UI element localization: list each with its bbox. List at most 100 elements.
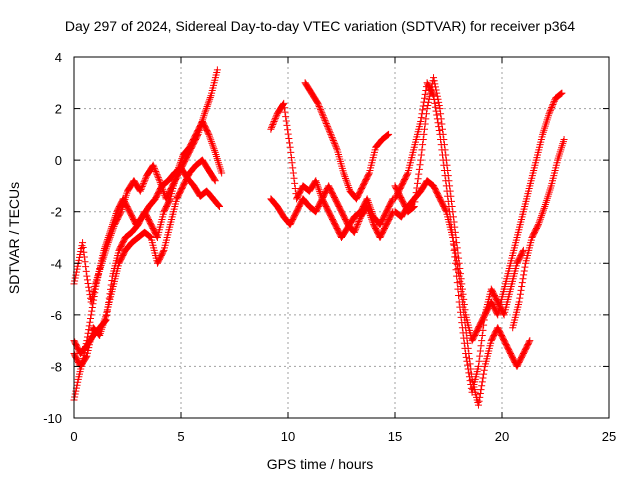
x-tick-label: 15: [388, 429, 402, 444]
data-point: [466, 360, 474, 368]
data-point: [150, 164, 158, 172]
data-point: [415, 165, 423, 173]
data-point: [207, 136, 215, 144]
data-point: [204, 129, 212, 137]
data-point: [446, 182, 454, 190]
data-point: [521, 263, 529, 271]
data-series: [301, 79, 393, 203]
data-point: [432, 86, 440, 94]
data-point: [71, 274, 79, 282]
data-point: [319, 112, 327, 120]
data-point: [424, 98, 432, 106]
data-point: [431, 80, 439, 88]
data-point: [450, 218, 458, 226]
data-point: [421, 120, 429, 128]
data-point: [280, 104, 288, 112]
data-point: [105, 237, 113, 245]
data-point: [365, 170, 373, 178]
data-point: [550, 97, 558, 105]
data-series: [391, 177, 534, 409]
data-point: [322, 120, 330, 128]
x-tick-label: 20: [495, 429, 509, 444]
data-point: [282, 117, 290, 125]
data-point: [467, 370, 475, 378]
data-point: [88, 307, 96, 315]
data-point: [456, 264, 464, 272]
data-point: [84, 280, 92, 288]
data-point: [280, 99, 288, 107]
data-point: [436, 105, 444, 113]
data-point: [447, 192, 455, 200]
data-point: [87, 335, 95, 343]
data-point: [204, 101, 212, 109]
data-point: [515, 298, 523, 306]
data-point: [539, 208, 547, 216]
data-point: [366, 210, 374, 218]
data-point: [343, 180, 351, 188]
data-point: [207, 138, 215, 146]
data-point: [215, 202, 223, 210]
data-point: [418, 146, 426, 154]
data-point: [435, 101, 443, 109]
data-point: [159, 186, 167, 194]
data-point: [153, 171, 161, 179]
data-point: [82, 263, 90, 271]
data-point: [534, 221, 542, 229]
data-point: [558, 89, 566, 97]
data-point: [284, 126, 292, 134]
data-point: [464, 339, 472, 347]
data-point: [368, 217, 376, 225]
y-tick-label: 4: [55, 50, 62, 65]
data-point: [158, 182, 166, 190]
data-point: [417, 117, 425, 125]
y-tick-label: -10: [43, 411, 62, 426]
data-point: [71, 277, 79, 285]
data-point: [342, 176, 350, 184]
data-point: [269, 121, 277, 129]
data-point: [154, 172, 162, 180]
data-point: [384, 131, 392, 139]
data-point: [417, 151, 425, 159]
data-point: [85, 344, 93, 352]
data-point: [557, 90, 565, 98]
data-point: [451, 228, 459, 236]
data-point: [270, 117, 278, 125]
data-point: [547, 105, 555, 113]
data-point: [433, 92, 441, 100]
data-point: [206, 95, 214, 103]
data-point: [272, 113, 280, 121]
x-tick-label: 0: [70, 429, 77, 444]
data-point: [291, 185, 299, 193]
data-point: [368, 215, 376, 223]
data-point: [175, 164, 183, 172]
data-point: [447, 197, 455, 205]
data-point: [352, 225, 360, 233]
data-point: [139, 181, 147, 189]
data-point: [419, 136, 427, 144]
data-point: [87, 332, 95, 340]
data-point: [545, 110, 553, 118]
data-point: [383, 131, 391, 139]
data-point: [431, 83, 439, 91]
data-point: [82, 353, 90, 361]
data-point: [517, 286, 525, 294]
data-point: [519, 248, 527, 256]
data-point: [324, 124, 332, 132]
data-point: [173, 169, 181, 177]
data-point: [268, 122, 276, 130]
x-tick-label: 5: [177, 429, 184, 444]
data-point: [455, 254, 463, 262]
data-point: [286, 143, 294, 151]
data-point: [320, 115, 328, 123]
data-point: [343, 178, 351, 186]
data-point: [415, 170, 423, 178]
data-point: [499, 310, 507, 318]
data-point: [364, 198, 372, 206]
data-point: [548, 102, 556, 110]
data-point: [479, 374, 487, 382]
data-point: [364, 204, 372, 212]
data-point: [218, 169, 226, 177]
data-point: [476, 393, 484, 401]
data-point: [516, 294, 524, 302]
